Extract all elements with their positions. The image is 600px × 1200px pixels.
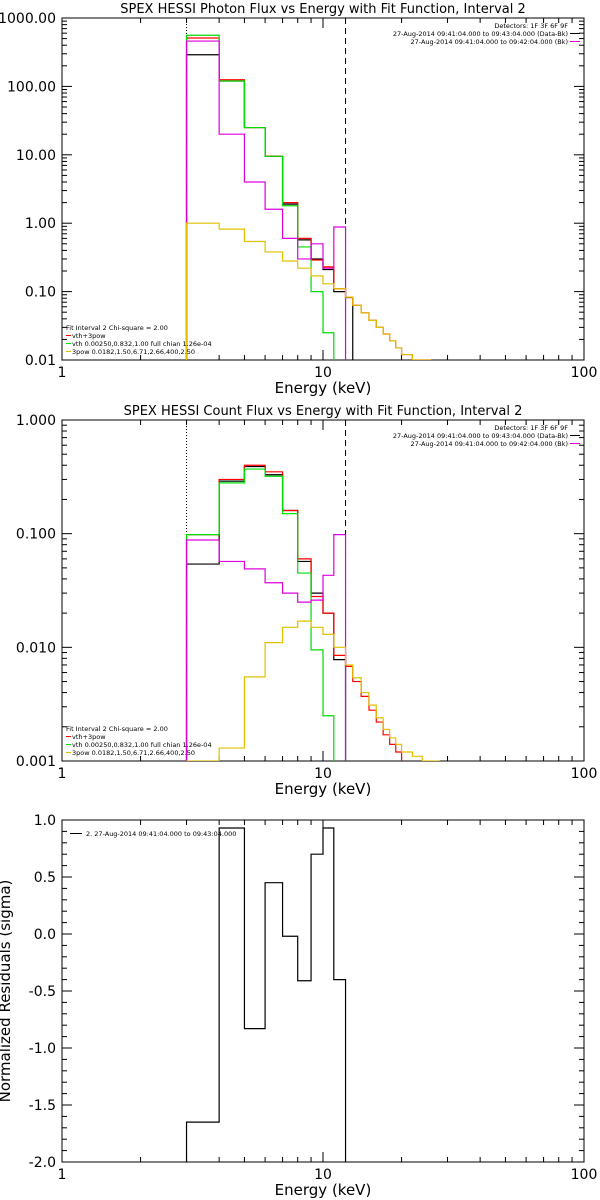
series-line-1 <box>185 827 347 1162</box>
legend-entry: 27-Aug-2014 09:41:04.000 to 09:43:04.000… <box>393 432 568 440</box>
series-line-4 <box>185 534 347 761</box>
y-tick-label: -0.5 <box>29 984 56 1000</box>
y-axis-label: Normalized Residuals (sigma) <box>0 880 14 1103</box>
y-tick-label: 100.00 <box>7 79 56 95</box>
series-group <box>185 827 347 1162</box>
fit-legend: Fit Interval 2 Chi-square = 2.00vth+3pow… <box>66 725 212 757</box>
legend-entry: vth 0.00250,0.832,1.00 full chian 1.26e-… <box>72 741 212 749</box>
legend-entry: 3pow 0.0182,1.50,6.71,2.66,400,2.50 <box>72 348 195 356</box>
series-group <box>185 464 440 761</box>
y-tick-label: 10.00 <box>16 148 56 164</box>
y-tick-label: 0.0 <box>34 927 56 943</box>
y-tick-label: 0.010 <box>16 640 56 656</box>
x-tick-label: 100 <box>571 365 598 381</box>
series-line-1 <box>185 465 347 761</box>
fit-legend: Fit Interval 2 Chi-square = 2.00vth+3pow… <box>66 324 212 356</box>
series-line-1 <box>185 54 354 360</box>
y-tick-label: 0.100 <box>16 527 56 543</box>
plot-frame <box>61 819 585 1163</box>
y-tick-label: 0.01 <box>25 353 56 369</box>
series-line-3 <box>185 468 335 761</box>
x-axis-label: Energy (keV) <box>275 1181 372 1199</box>
legend-entry: vth+3pow <box>72 332 106 340</box>
legend-entry: Fit Interval 2 Chi-square = 2.00 <box>66 324 168 332</box>
x-tick-label: 10 <box>314 365 332 381</box>
legend-entry: vth 0.00250,0.832,1.00 full chian 1.26e-… <box>72 340 212 348</box>
legend-entry: 3pow 0.0182,1.50,6.71,2.66,400,2.50 <box>72 749 195 757</box>
y-tick-label: 1.0 <box>34 813 56 829</box>
x-tick-label: 1 <box>58 365 67 381</box>
series-line-2 <box>185 464 403 761</box>
x-axis-label: Energy (keV) <box>275 780 372 798</box>
x-tick-label: 10 <box>314 766 332 782</box>
legend-entry: Fit Interval 2 Chi-square = 2.00 <box>66 725 168 733</box>
y-tick-label: -1.0 <box>29 1041 56 1057</box>
series-line-3 <box>185 34 335 360</box>
series-line-5 <box>185 222 432 360</box>
series-line-5 <box>186 620 440 761</box>
legend-entry: 27-Aug-2014 09:41:04.000 to 09:43:04.000… <box>393 30 568 38</box>
x-tick-label: 100 <box>571 1167 598 1183</box>
chart-panel-2: SPEX HESSI Count Flux vs Energy with Fit… <box>16 404 597 798</box>
legend-entry: 27-Aug-2014 09:41:04.000 to 09:42:04.000… <box>411 38 568 46</box>
y-tick-label: 1.000 <box>16 413 56 429</box>
y-tick-label: 0.5 <box>34 870 56 886</box>
y-tick-label: -2.0 <box>29 1155 56 1171</box>
legend-entry: Detectors: 1F 3F 6F 9F <box>494 22 568 30</box>
legend-entry: vth+3pow <box>72 733 106 741</box>
legend-entry: 27-Aug-2014 09:41:04.000 to 09:42:04.000… <box>411 440 568 448</box>
x-tick-label: 1 <box>58 766 67 782</box>
series-line-2 <box>185 37 432 360</box>
y-tick-label: 0.001 <box>16 754 56 770</box>
x-tick-label: 1 <box>58 1167 67 1183</box>
x-axis-label: Energy (keV) <box>275 379 372 397</box>
legend-entry: Detectors: 1F 3F 6F 9F <box>494 424 568 432</box>
y-tick-label: 0.10 <box>25 285 56 301</box>
y-tick-label: -1.5 <box>29 1098 56 1114</box>
legend-entry: 2. 27-Aug-2014 09:41:04.000 to 09:43:04.… <box>86 830 236 838</box>
series-line-4 <box>185 40 347 360</box>
chart-panel-1: SPEX HESSI Photon Flux vs Energy with Fi… <box>0 2 597 397</box>
x-tick-label: 100 <box>571 766 598 782</box>
chart-title: SPEX HESSI Count Flux vs Energy with Fit… <box>124 404 523 419</box>
series-group <box>185 34 432 360</box>
chart-panel-3: 1 10 100 Energy (keV) 1.0 0.5 0.0 -0.5 -1.0 -1.5 -… <box>0 813 597 1199</box>
chart-title: SPEX HESSI Photon Flux vs Energy with Fi… <box>120 2 526 17</box>
x-tick-label: 10 <box>314 1167 332 1183</box>
y-tick-label: 1000.00 <box>0 11 56 27</box>
residual-legend: 2. 27-Aug-2014 09:41:04.000 to 09:43:04.… <box>70 830 236 838</box>
y-tick-label: 1.00 <box>25 216 56 232</box>
